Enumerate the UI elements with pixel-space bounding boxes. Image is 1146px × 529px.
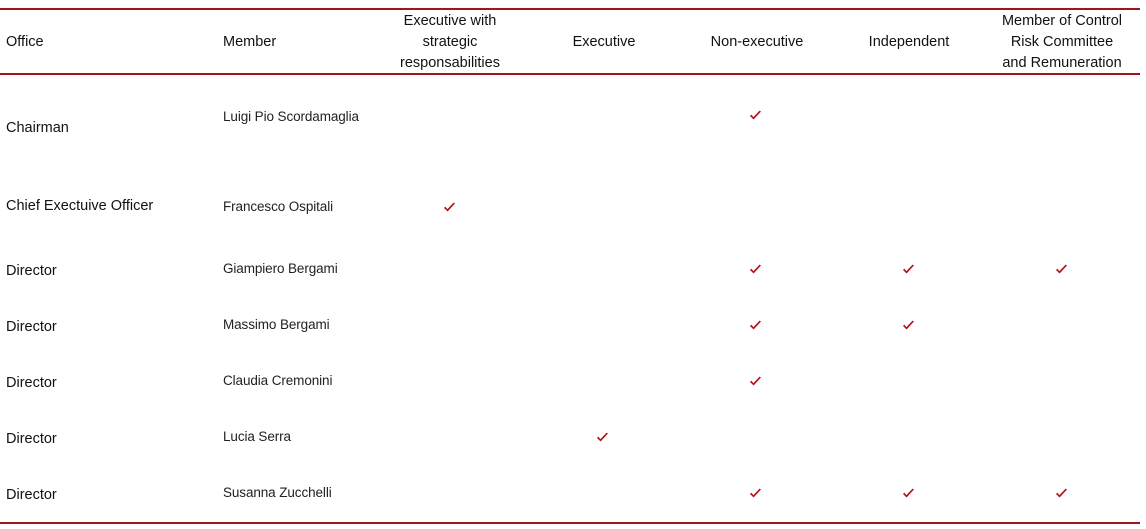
header-exec-strategic-line-2: strategic <box>422 34 478 50</box>
bottom-rule <box>0 522 1140 524</box>
row-office: Director <box>6 431 57 447</box>
check-mark-icon <box>749 376 763 388</box>
header-office: Office <box>6 34 44 50</box>
row-member: Luigi Pio Scordamaglia <box>223 109 359 124</box>
row-member: Massimo Bergami <box>223 317 330 332</box>
check-mark-icon <box>902 264 916 276</box>
check-mark-icon <box>749 320 763 332</box>
row-member: Claudia Cremonini <box>223 373 333 388</box>
header-committee-line-3: and Remuneration <box>1002 55 1122 71</box>
row-member: Francesco Ospitali <box>223 199 333 214</box>
check-mark-icon <box>749 264 763 276</box>
check-mark-icon <box>1055 488 1069 500</box>
header-committee-line-2: Risk Committee <box>1010 34 1114 50</box>
check-mark-icon <box>902 488 916 500</box>
row-office: Director <box>6 487 57 503</box>
row-office: Chief Exectuive Officer <box>6 198 154 214</box>
top-rule <box>0 8 1140 10</box>
header-committee-line-1: Member of Control <box>1001 13 1123 29</box>
header-executive: Executive <box>572 34 636 50</box>
row-office: Director <box>6 319 57 335</box>
header-independent: Independent <box>868 34 950 50</box>
row-member: Susanna Zucchelli <box>223 485 332 500</box>
header-exec-strategic: Executive with strategic responsabilitie… <box>375 11 525 74</box>
header-non-executive: Non-executive <box>710 34 804 50</box>
check-mark-icon <box>443 202 457 214</box>
row-member: Giampiero Bergami <box>223 261 338 276</box>
row-office: Director <box>6 375 57 391</box>
row-office: Chairman <box>6 120 69 136</box>
header-exec-strategic-line-3: responsabilities <box>400 55 500 71</box>
header-rule <box>0 73 1140 75</box>
check-mark-icon <box>1055 264 1069 276</box>
row-member: Lucia Serra <box>223 429 291 444</box>
check-mark-icon <box>749 110 763 122</box>
header-committee: Member of Control Risk Committee and Rem… <box>982 11 1142 74</box>
check-mark-icon <box>902 320 916 332</box>
row-office: Director <box>6 263 57 279</box>
header-exec-strategic-line-1: Executive with <box>403 13 497 29</box>
header-member: Member <box>223 34 277 50</box>
check-mark-icon <box>596 432 610 444</box>
check-mark-icon <box>749 488 763 500</box>
